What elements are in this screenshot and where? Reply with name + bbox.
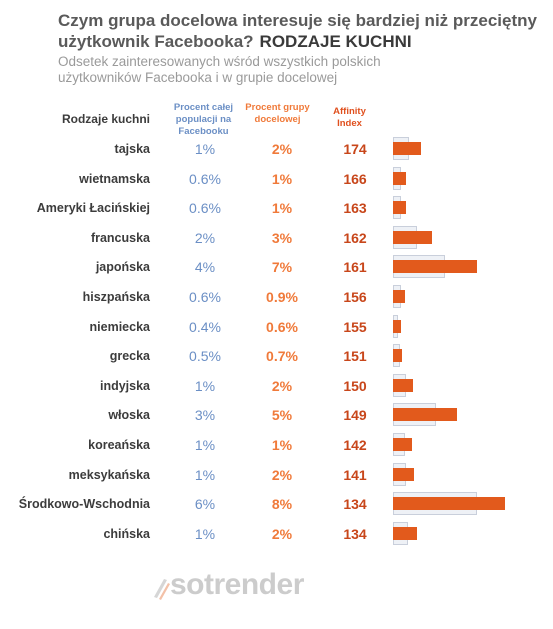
affinity-index: 166 bbox=[343, 170, 367, 187]
group-bar bbox=[393, 230, 432, 244]
group-percent: 8% bbox=[271, 496, 293, 513]
population-percent: 3% bbox=[194, 407, 216, 424]
title-text: Czym grupa docelowa interesuje się bardz… bbox=[58, 11, 537, 51]
group-bar bbox=[393, 378, 413, 392]
group-bar bbox=[393, 290, 405, 303]
affinity-index: 156 bbox=[343, 289, 367, 305]
group-bar bbox=[393, 201, 407, 215]
table-row: japońska 4% 7% 161 bbox=[0, 254, 553, 283]
sotrender-logo: sotrender bbox=[170, 568, 304, 601]
table-row: hiszpańska 0.6% 0.9% 156 bbox=[0, 284, 553, 313]
population-percent: 0.6% bbox=[189, 200, 221, 217]
group-bar bbox=[393, 260, 477, 274]
population-percent: 4% bbox=[194, 259, 216, 276]
affinity-index: 134 bbox=[343, 525, 367, 542]
category-label: indyjska bbox=[99, 378, 150, 393]
group-percent: 2% bbox=[271, 466, 293, 483]
title-tag: RODZAJE KUCHNI bbox=[259, 32, 412, 51]
group-percent: 2% bbox=[271, 377, 293, 394]
table-row: tajska 1% 2% 174 bbox=[0, 136, 553, 165]
group-bar bbox=[393, 526, 417, 540]
column-header-category: Rodzaje kuchni bbox=[61, 112, 150, 126]
table-row: chińska 1% 2% 134 bbox=[0, 521, 553, 550]
population-percent: 0.5% bbox=[189, 348, 221, 365]
affinity-index: 150 bbox=[343, 377, 367, 394]
category-label: wietnamska bbox=[79, 171, 150, 186]
table-row: włoska 3% 5% 149 bbox=[0, 402, 553, 431]
chart-subtitle: Odsetek zainteresowanych wśród wszystkic… bbox=[58, 54, 381, 85]
group-bar bbox=[393, 408, 457, 422]
affinity-index: 174 bbox=[343, 141, 367, 157]
affinity-index: 149 bbox=[343, 407, 367, 424]
affinity-index: 151 bbox=[343, 348, 367, 365]
table-row: Ameryki Łacińskiej 0.6% 1% 163 bbox=[0, 195, 553, 224]
population-percent: 2% bbox=[194, 229, 216, 246]
group-percent: 1% bbox=[271, 437, 293, 453]
table-row: grecka 0.5% 0.7% 151 bbox=[0, 343, 553, 372]
category-label: japońska bbox=[95, 260, 150, 275]
population-percent: 0.6% bbox=[189, 289, 221, 305]
column-header-group: Procent grupy docelowej bbox=[245, 102, 310, 125]
affinity-index: 141 bbox=[343, 466, 367, 483]
group-bar bbox=[393, 438, 412, 451]
group-percent: 5% bbox=[271, 407, 293, 424]
population-percent: 1% bbox=[194, 141, 216, 157]
table-row: wietnamska 0.6% 1% 166 bbox=[0, 166, 553, 195]
column-header-affinity: Affinity Index bbox=[333, 106, 366, 129]
group-percent: 1% bbox=[271, 200, 293, 217]
category-label: włoska bbox=[108, 408, 150, 423]
category-label: hiszpańska bbox=[82, 290, 150, 304]
category-label: chińska bbox=[103, 526, 150, 541]
sotrender-logo-icon bbox=[154, 579, 170, 600]
population-percent: 1% bbox=[194, 466, 216, 483]
affinity-index: 155 bbox=[343, 318, 367, 335]
category-label: grecka bbox=[109, 349, 150, 364]
affinity-index: 163 bbox=[343, 200, 367, 217]
table-row: meksykańska 1% 2% 141 bbox=[0, 462, 553, 491]
chart-title: Czym grupa docelowa interesuje się bardz… bbox=[58, 10, 538, 52]
table-row: Środkowo-Wschodnia 6% 8% 134 bbox=[0, 491, 553, 520]
group-percent: 2% bbox=[271, 525, 293, 542]
category-label: meksykańska bbox=[68, 467, 150, 482]
group-percent: 0.7% bbox=[266, 348, 298, 365]
category-label: tajska bbox=[114, 142, 150, 156]
affinity-index: 162 bbox=[343, 229, 367, 246]
group-bar bbox=[393, 319, 401, 333]
affinity-index: 142 bbox=[343, 437, 367, 453]
group-percent: 1% bbox=[271, 170, 293, 187]
group-percent: 7% bbox=[271, 259, 293, 276]
category-label: Ameryki Łacińskiej bbox=[36, 201, 150, 216]
population-percent: 1% bbox=[194, 437, 216, 453]
group-percent: 2% bbox=[271, 141, 293, 157]
group-bar bbox=[393, 497, 505, 511]
category-label: niemiecka bbox=[89, 319, 150, 334]
category-label: francuska bbox=[90, 230, 150, 245]
table-row: koreańska 1% 1% 142 bbox=[0, 432, 553, 461]
population-percent: 0.6% bbox=[189, 170, 221, 187]
affinity-index: 134 bbox=[343, 496, 367, 513]
population-percent: 1% bbox=[194, 525, 216, 542]
group-bar bbox=[393, 467, 415, 481]
group-bar bbox=[393, 171, 407, 185]
table-row: francuska 2% 3% 162 bbox=[0, 225, 553, 254]
group-bar bbox=[393, 349, 403, 363]
table-row: indyjska 1% 2% 150 bbox=[0, 373, 553, 402]
population-percent: 1% bbox=[194, 377, 216, 394]
group-bar bbox=[393, 142, 421, 155]
population-percent: 6% bbox=[194, 496, 216, 513]
group-percent: 0.6% bbox=[266, 318, 298, 335]
category-label: Środkowo-Wschodnia bbox=[18, 497, 150, 512]
affinity-index: 161 bbox=[343, 259, 367, 276]
column-header-population: Procent całej populacji na Facebooku bbox=[173, 102, 234, 137]
population-percent: 0.4% bbox=[189, 318, 221, 335]
group-percent: 3% bbox=[271, 229, 293, 246]
category-label: koreańska bbox=[88, 438, 150, 452]
table-row: niemiecka 0.4% 0.6% 155 bbox=[0, 314, 553, 343]
group-percent: 0.9% bbox=[266, 289, 298, 305]
